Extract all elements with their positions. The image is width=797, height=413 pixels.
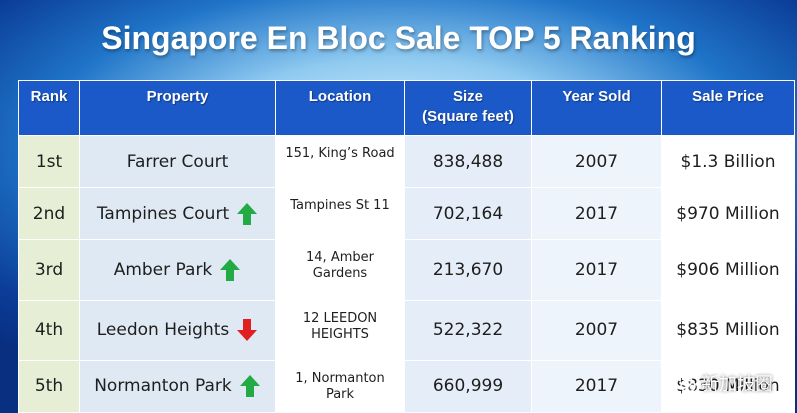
rank-cell: 3rd [18,239,80,301]
up-arrow-icon [219,258,241,282]
rank-header: Rank [18,80,80,136]
page-title: Singapore En Bloc Sale TOP 5 Ranking [101,20,696,56]
rank-cell: 4th [18,299,80,361]
year-cell: 2007 [531,134,662,189]
year-cell: 2007 [531,299,662,361]
property-name: Amber Park [113,259,213,280]
table-row: 1st Farrer Court 151, King’s Road 838,48… [18,134,795,189]
size-cell: 660,999 [404,359,532,413]
property-cell: Leedon Heights [79,299,276,361]
price-cell: $830 Million [661,359,795,413]
ranking-table: Rank Property Location Size (Square feet)… [18,80,795,413]
up-arrow-icon [236,202,258,226]
property-cell: Farrer Court [79,134,276,189]
size-header-label: Size [452,88,483,105]
price-cell: $906 Million [661,239,795,301]
size-header-unit: (Square feet) [422,108,514,125]
property-header: Property [79,80,276,136]
property-name: Tampines Court [96,203,230,224]
price-cell: $970 Million [661,187,795,241]
year-cell: 2017 [531,359,662,413]
property-name: Farrer Court [126,151,229,172]
year-sold-header: Year Sold [531,80,662,136]
sale-price-header: Sale Price [661,80,795,136]
location-cell: 14, Amber Gardens [275,239,405,301]
size-cell: 702,164 [404,187,532,241]
rank-cell: 5th [18,359,80,413]
table-row: 2nd Tampines Court Tampines St 11 702,16… [18,187,795,241]
size-cell: 522,322 [404,299,532,361]
property-name: Normanton Park [94,376,232,397]
rank-cell: 1st [18,134,80,189]
header-row: Rank Property Location Size (Square feet)… [18,80,795,136]
location-cell: 1, Normanton Park [275,359,405,413]
table-row: 3rd Amber Park 14, Amber Gardens 213,670… [18,239,795,301]
property-name: Leedon Heights [96,320,230,341]
location-cell: 12 LEEDON HEIGHTS [275,299,405,361]
location-header: Location [275,80,405,136]
watermark-text: 新加坡圈 [701,374,773,395]
size-cell: 213,670 [404,239,532,301]
year-cell: 2017 [531,187,662,241]
location-cell: 151, King’s Road [275,134,405,189]
property-cell: Normanton Park [79,359,276,413]
property-cell: Amber Park [79,239,276,301]
wechat-logo-icon [673,371,697,395]
rank-cell: 2nd [18,187,80,241]
table-row: 5th Normanton Park 1, Normanton Park 660… [18,359,795,413]
price-cell: $835 Million [661,299,795,361]
down-arrow-icon [236,318,258,342]
location-cell: Tampines St 11 [275,187,405,241]
size-header: Size (Square feet) [404,80,532,136]
table-row: 4th Leedon Heights 12 LEEDON HEIGHTS 522… [18,299,795,361]
year-cell: 2017 [531,239,662,301]
up-arrow-icon [239,374,261,398]
watermark: 新加坡圈 [673,368,773,398]
price-cell: $1.3 Billion [661,134,795,189]
size-cell: 838,488 [404,134,532,189]
property-cell: Tampines Court [79,187,276,241]
